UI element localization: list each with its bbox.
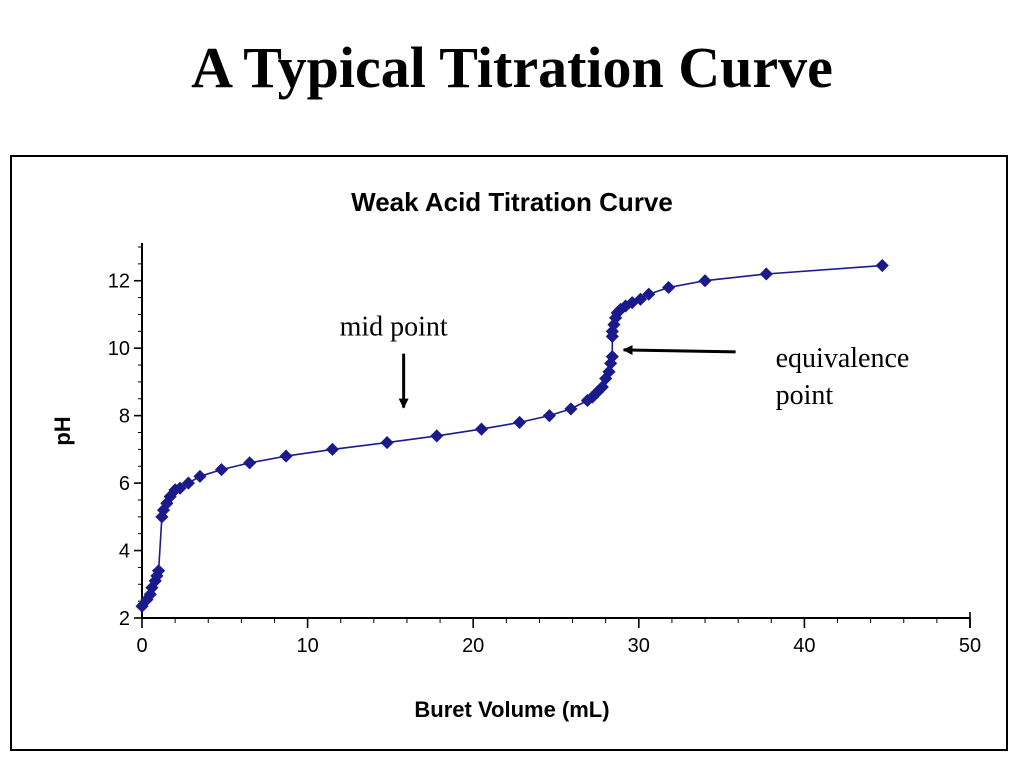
chart-frame: Weak Acid Titration Curve 2 4 6 8 10 12 0 10 20 3… (10, 155, 1008, 751)
x-tick-label: 50 (959, 635, 981, 657)
y-tick-label: 10 (108, 338, 130, 360)
data-point (193, 469, 207, 483)
data-point (151, 564, 166, 578)
x-tick-label: 30 (628, 635, 650, 657)
data-point (214, 463, 229, 477)
series-line (141, 264, 883, 607)
data-point (513, 415, 527, 429)
data-point (380, 436, 394, 450)
data-point (633, 292, 648, 306)
data-point (759, 267, 773, 281)
data-point (430, 429, 444, 443)
x-tick-label: 20 (462, 635, 484, 657)
y-tick-label: 6 (119, 473, 130, 495)
axes: 2 4 6 8 10 12 0 10 20 30 40 50 (108, 243, 981, 657)
equivalence-arrow (622, 345, 736, 356)
curve (141, 264, 883, 607)
data-point (325, 442, 340, 456)
data-point (474, 422, 489, 436)
data-point (642, 287, 656, 301)
data-point (173, 481, 187, 495)
slide-title: A Typical Titration Curve (191, 35, 833, 100)
data-point (602, 365, 616, 379)
y-tick-label: 12 (108, 271, 130, 293)
data-point (243, 456, 257, 470)
x-tick-label: 40 (793, 635, 815, 657)
y-axis-label: pH (50, 416, 75, 445)
data-point (875, 258, 889, 273)
data-point (605, 350, 619, 364)
x-tick-label: 0 (136, 635, 147, 657)
data-point (662, 280, 676, 295)
y-tick-label: 4 (119, 541, 130, 563)
annotation-equivalence: equivalence (776, 343, 910, 374)
annotation-equivalence-line2: point (776, 380, 834, 411)
annotation-mid-point: mid point (340, 312, 448, 343)
data-point (181, 476, 195, 490)
data-point (698, 274, 712, 288)
data-point (279, 449, 293, 463)
data-point (564, 402, 578, 416)
y-tick-label: 2 (119, 608, 130, 630)
chart-title: Weak Acid Titration Curve (351, 187, 673, 217)
titration-chart: Weak Acid Titration Curve 2 4 6 8 10 12 0 10 20 3… (50, 187, 981, 722)
data-markers (135, 258, 889, 613)
annotations: mid point equivalence point (340, 312, 910, 411)
data-point (542, 409, 556, 423)
x-tick-label: 10 (296, 635, 318, 657)
y-tick-label: 8 (119, 406, 130, 428)
x-axis-label: Buret Volume (mL) (414, 697, 609, 722)
